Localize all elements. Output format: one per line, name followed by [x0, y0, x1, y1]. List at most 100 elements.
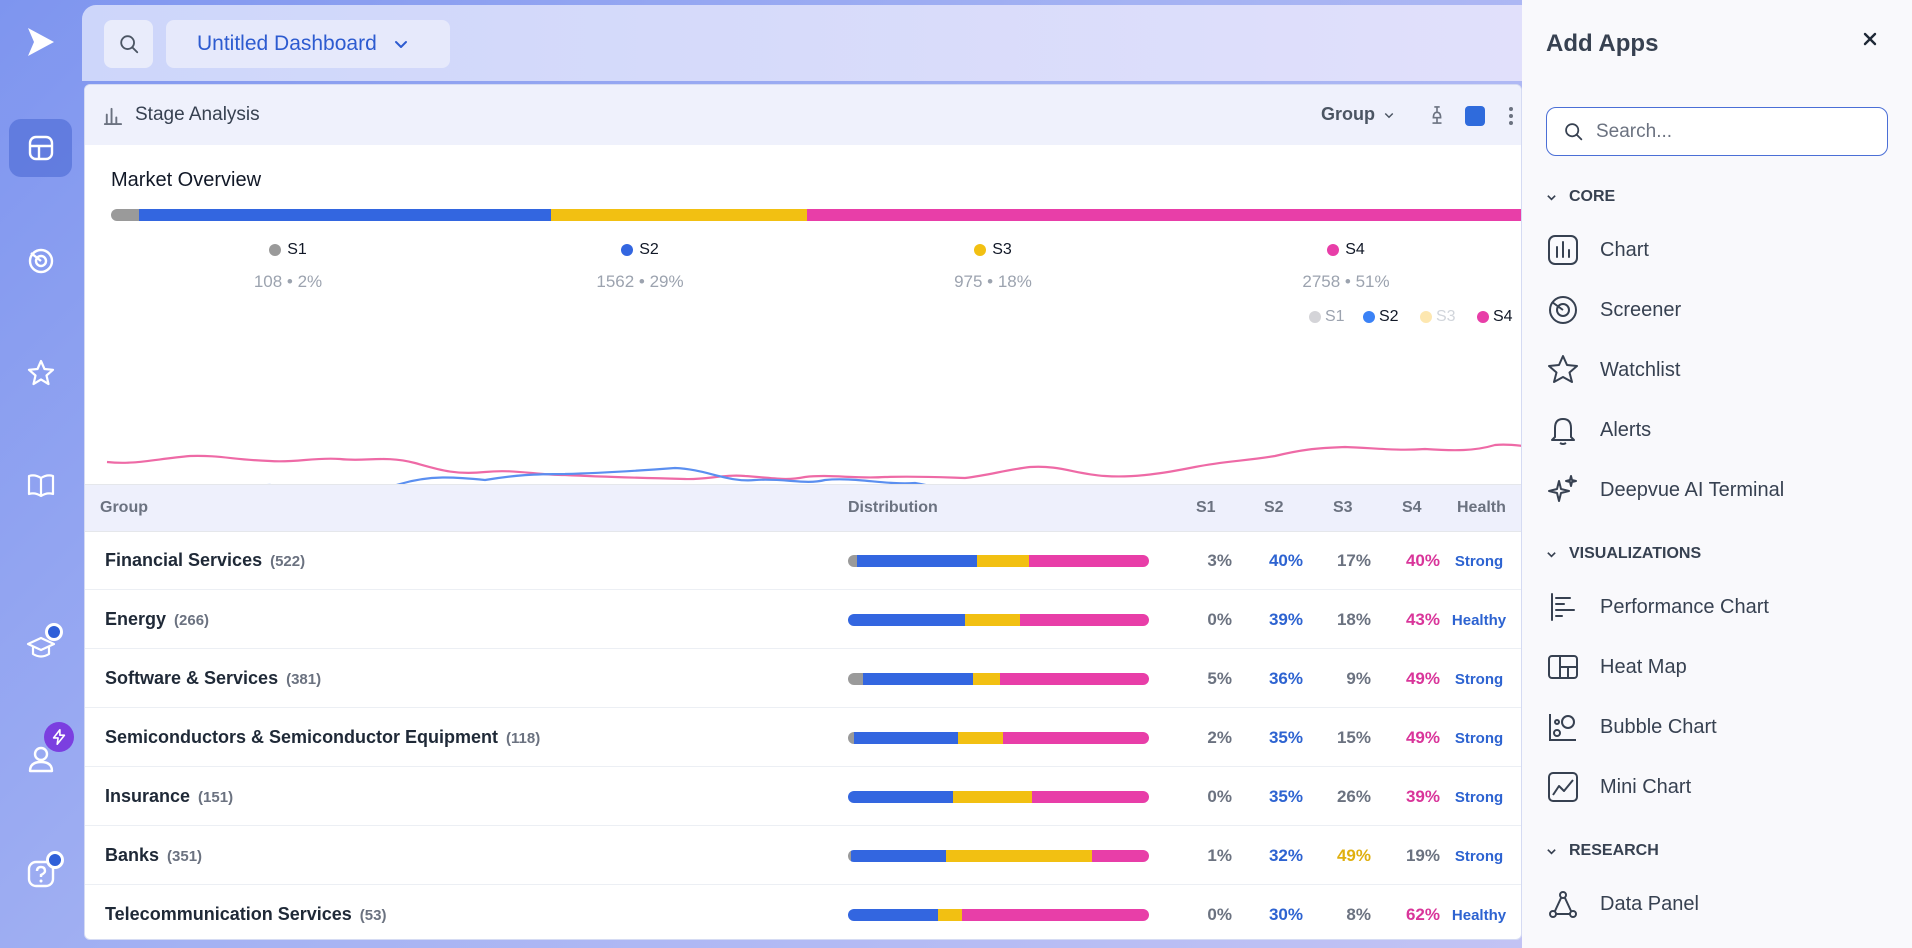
app-item-label: Performance Chart [1600, 595, 1769, 618]
s4-dot [1327, 244, 1340, 256]
app-item-performance-chart[interactable]: Performance Chart [1546, 584, 1888, 630]
column-header-s3[interactable]: S3 [1333, 499, 1353, 516]
legend-toggle-s2[interactable]: S2 [1363, 308, 1399, 326]
learn-nav-button[interactable] [9, 456, 72, 514]
table-row[interactable]: Semiconductors & Semiconductor Equipment… [85, 709, 1521, 767]
section-header-core[interactable]: CORE [1546, 188, 1615, 206]
heat-map-icon [1548, 655, 1578, 679]
cell-s2: 32% [1268, 846, 1303, 865]
table-row[interactable]: Banks (351) 1% 32% 49% 19% Strong [85, 827, 1521, 885]
logo-icon[interactable] [22, 24, 58, 60]
group-name[interactable]: Software & Services (381) [105, 668, 321, 689]
distribution-segment [857, 555, 978, 567]
table-row[interactable]: Software & Services (381) 5% 36% 9% 49% Strong [85, 650, 1521, 708]
table-row[interactable]: Financial Services (522) 3% 40% 17% 40% Strong [85, 532, 1521, 590]
health-badge: Strong [1454, 671, 1504, 688]
app-item-alerts[interactable]: Alerts [1546, 407, 1888, 453]
chevron-down-icon [394, 41, 407, 48]
group-name[interactable]: Semiconductors & Semiconductor Equipment… [105, 727, 540, 748]
app-item-screener[interactable]: Screener [1546, 287, 1888, 333]
app-item-deepvue-ai-terminal[interactable]: Deepvue AI Terminal [1546, 467, 1888, 513]
legend-toggle-s1[interactable]: S1 [1309, 308, 1345, 326]
group-name[interactable]: Telecommunication Services (53) [105, 904, 386, 925]
group-dropdown[interactable]: Group [1321, 104, 1395, 125]
app-item-data-panel[interactable]: Data Panel [1546, 881, 1888, 927]
app-item-chart[interactable]: Chart [1546, 227, 1888, 273]
distribution-bar [848, 909, 1149, 921]
more-options-button[interactable] [1508, 106, 1514, 131]
group-name[interactable]: Financial Services (522) [105, 550, 305, 571]
cell-s1: 3% [1207, 551, 1232, 570]
legend-label: S4 [1493, 308, 1513, 325]
screener-nav-button[interactable] [9, 232, 72, 290]
column-header-s1[interactable]: S1 [1196, 499, 1216, 516]
column-header-distribution[interactable]: Distribution [848, 499, 938, 516]
group-label: Semiconductors & Semiconductor Equipment [105, 727, 499, 747]
color-link-button[interactable] [1465, 106, 1485, 126]
help-nav-button[interactable] [9, 845, 72, 903]
section-header-research[interactable]: RESEARCH [1546, 842, 1659, 860]
group-label: Telecommunication Services [105, 904, 352, 924]
courses-nav-button[interactable] [9, 618, 72, 676]
close-button[interactable] [1860, 29, 1880, 54]
chevron-down-icon [1547, 194, 1556, 201]
legend-label: S1 [1325, 308, 1345, 325]
dashboard-name: Untitled Dashboard [197, 32, 377, 55]
legend-toggle-s3[interactable]: S3 [1420, 308, 1456, 326]
distribution-segment [1000, 673, 1149, 685]
column-header-group[interactable]: Group [100, 499, 148, 516]
watchlist-nav-button[interactable] [9, 344, 72, 402]
column-header-s2[interactable]: S2 [1264, 499, 1284, 516]
app-item-mini-chart[interactable]: Mini Chart [1546, 764, 1888, 810]
dashboard-selector[interactable]: Untitled Dashboard [166, 20, 450, 68]
panel-header: Stage Analysis Group [85, 85, 1521, 145]
group-label: Banks [105, 845, 160, 865]
distribution-segment [848, 732, 854, 744]
group-label: Insurance [105, 786, 191, 806]
chevron-down-icon [1547, 551, 1556, 558]
apps-search-input[interactable] [1596, 120, 1866, 143]
app-item-label: Heat Map [1600, 655, 1687, 678]
search-button[interactable] [104, 20, 153, 68]
bolt-badge-icon [44, 722, 74, 752]
stage-summary-s2: S2 1562 • 29% [540, 241, 740, 292]
radar-icon [1549, 296, 1577, 324]
distribution-segment [962, 909, 1149, 921]
pin-icon [1432, 106, 1442, 124]
table-row[interactable]: Energy (266) 0% 39% 18% 43% Healthy [85, 591, 1521, 649]
dashboard-nav-button[interactable] [9, 119, 72, 177]
section-header-visualizations[interactable]: VISUALIZATIONS [1546, 545, 1701, 563]
group-name[interactable]: Banks (351) [105, 845, 202, 866]
account-nav-button[interactable] [9, 730, 72, 788]
cell-s3: 8% [1346, 905, 1371, 924]
table-header: Group Distribution S1 S2 S3 S4 Health [85, 484, 1521, 532]
group-name[interactable]: Insurance (151) [105, 786, 233, 807]
app-item-watchlist[interactable]: Watchlist [1546, 347, 1888, 393]
legend-dot [1309, 311, 1321, 323]
user-icon [28, 746, 53, 773]
column-header-health[interactable]: Health [1457, 499, 1506, 516]
distribution-segment [1092, 850, 1149, 862]
health-badge: Healthy [1451, 612, 1507, 629]
group-count: (351) [167, 848, 203, 865]
bell-icon [1551, 418, 1575, 445]
distribution-segment [965, 614, 1020, 626]
app-item-heat-map[interactable]: Heat Map [1546, 644, 1888, 690]
table-row[interactable]: Telecommunication Services (53) 0% 30% 8% 62%… [85, 886, 1521, 939]
group-count: (151) [198, 789, 234, 806]
cell-s4: 49% [1405, 669, 1440, 688]
pin-button[interactable] [1428, 104, 1446, 131]
app-item-bubble-chart[interactable]: Bubble Chart [1546, 704, 1888, 750]
distribution-segment [977, 555, 1029, 567]
column-header-s4[interactable]: S4 [1402, 499, 1422, 516]
apps-search-field[interactable] [1546, 107, 1888, 156]
table-row[interactable]: Insurance (151) 0% 35% 26% 39% Strong [85, 768, 1521, 826]
help-icon [27, 860, 54, 888]
group-name[interactable]: Energy (266) [105, 609, 209, 630]
stage-name: S4 [1345, 241, 1365, 258]
bubble-chart-icon [1549, 714, 1576, 741]
group-count: (266) [174, 612, 210, 629]
legend-toggle-s4[interactable]: S4 [1477, 308, 1513, 326]
distribution-bar [848, 732, 1149, 744]
legend-dot [1477, 311, 1489, 323]
